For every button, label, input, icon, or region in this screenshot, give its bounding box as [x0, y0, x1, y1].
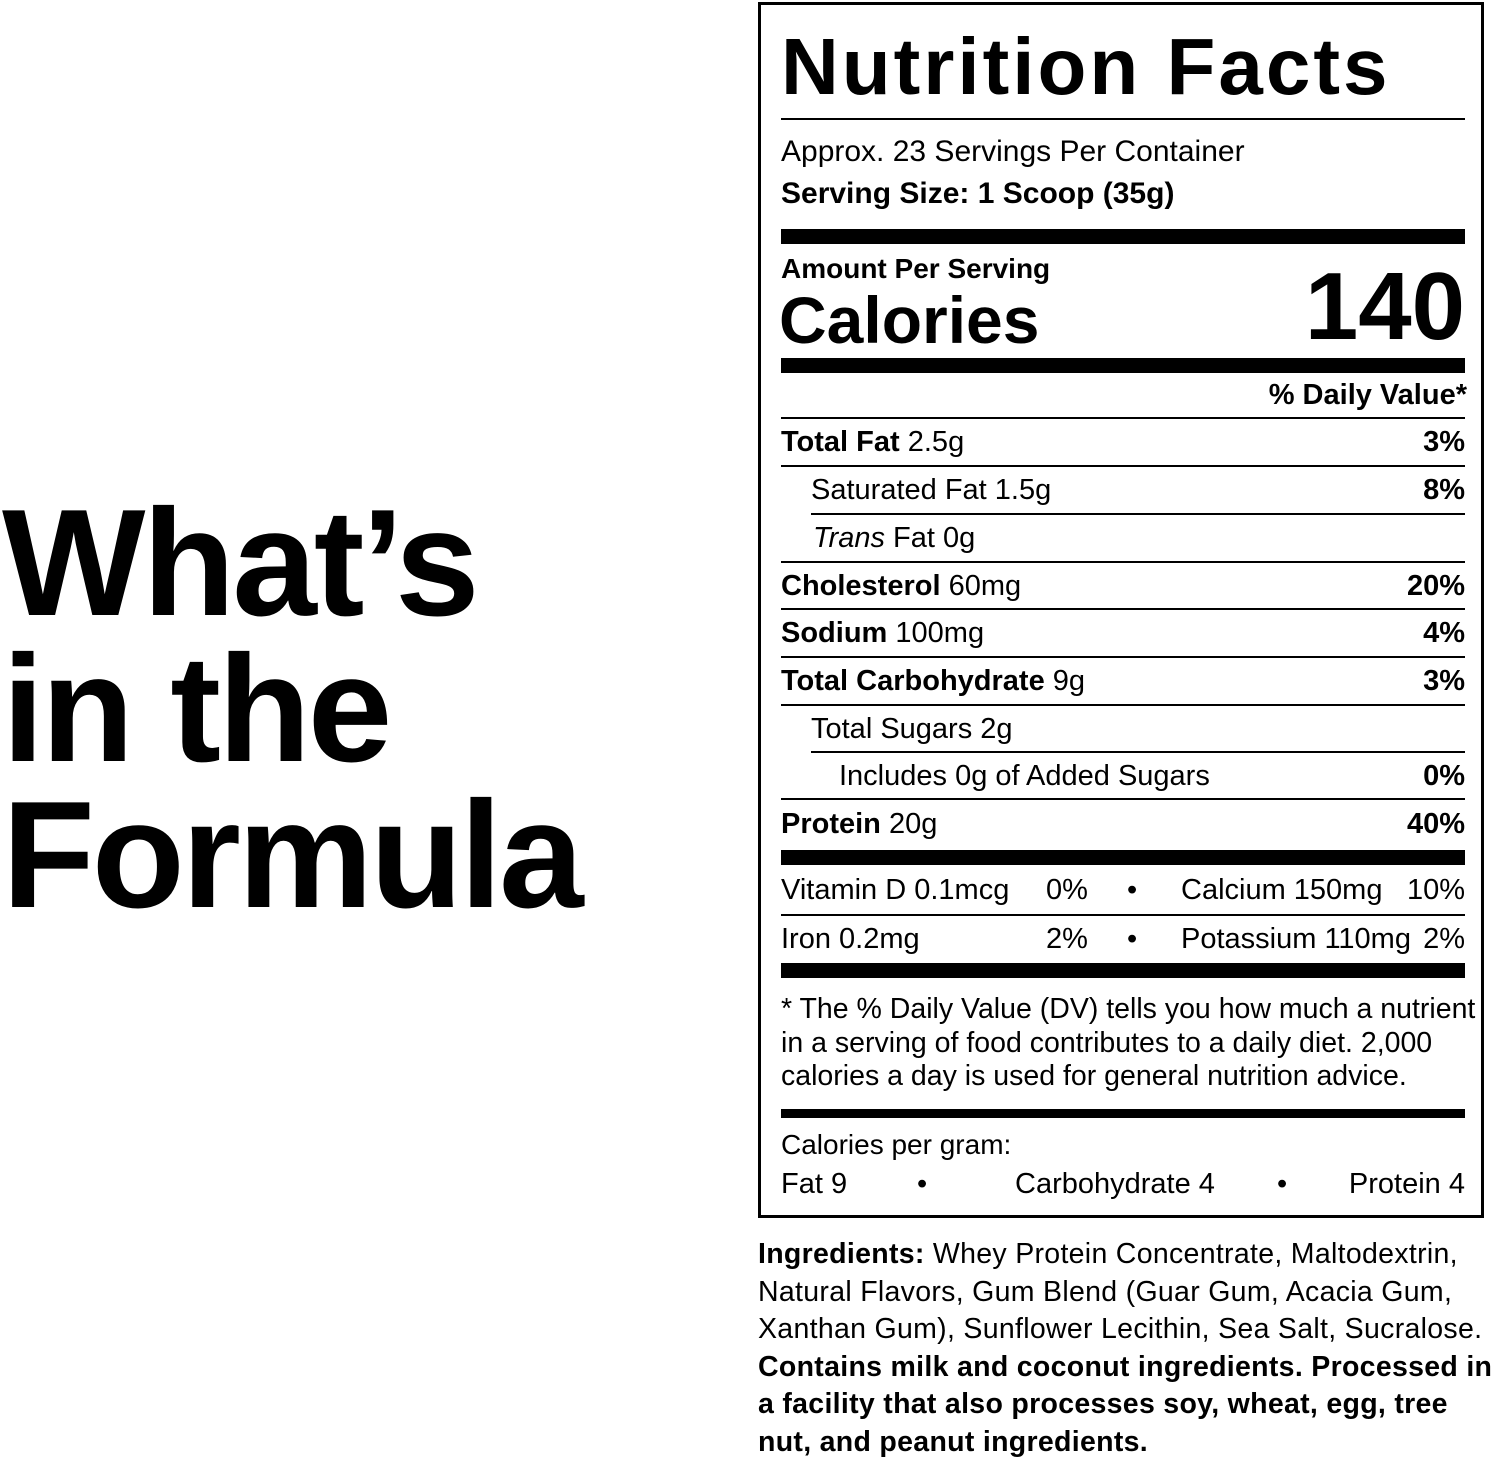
nutrient-row-total-sugars: Total Sugars 2g	[811, 713, 1013, 745]
calories-per-gram-row: Fat 9 • Carbohydrate 4 • Protein 4	[781, 1168, 1465, 1200]
footnote: * The % Daily Value (DV) tells you how m…	[781, 993, 1476, 1092]
nutrition-facts-label: Nutrition Facts Approx. 23 Servings Per …	[758, 2, 1484, 1218]
nutrient-row-total-carbohydrate: Total Carbohydrate 9g 3%	[781, 665, 1465, 697]
label-title: Nutrition Facts	[781, 22, 1391, 111]
micronutrient-row: Iron 0.2mg 2% • Potassium 110mg 2%	[781, 923, 1465, 955]
calories-label: Calories	[779, 283, 1040, 357]
amount-per-serving: Amount Per Serving	[781, 253, 1051, 284]
micronutrient-row: Vitamin D 0.1mcg 0% • Calcium 150mg 10%	[781, 874, 1465, 906]
calories-value: 140	[1304, 253, 1465, 360]
allergen-statement: Contains milk and coconut ingredients. P…	[758, 1350, 1493, 1458]
heading-line: What’s	[2, 478, 480, 648]
nutrient-row-cholesterol: Cholesterol 60mg 20%	[781, 570, 1465, 602]
heading-line: in the	[2, 624, 392, 794]
nutrient-row-protein: Protein 20g 40%	[781, 808, 1465, 840]
nutrient-row-saturated-fat: Saturated Fat 1.5g 8%	[811, 474, 1465, 506]
nutrient-row-total-fat: Total Fat 2.5g 3%	[781, 426, 1465, 458]
ingredients: Ingredients: Whey Protein Concentrate, M…	[758, 1238, 1493, 1458]
nutrient-row-trans-fat: Trans Fat 0g	[813, 522, 976, 554]
page-heading: What’s in the Formula	[2, 478, 584, 940]
nutrient-row-sodium: Sodium 100mg 4%	[781, 617, 1465, 649]
nutrient-row-added-sugars: Includes 0g of Added Sugars 0%	[839, 760, 1465, 792]
heading-line: Formula	[2, 770, 584, 940]
servings-per-container: Approx. 23 Servings Per Container	[781, 135, 1245, 168]
serving-size: Serving Size: 1 Scoop (35g)	[781, 177, 1175, 210]
calories-per-gram-label: Calories per gram:	[781, 1129, 1012, 1160]
daily-value-header: % Daily Value*	[1268, 379, 1467, 411]
